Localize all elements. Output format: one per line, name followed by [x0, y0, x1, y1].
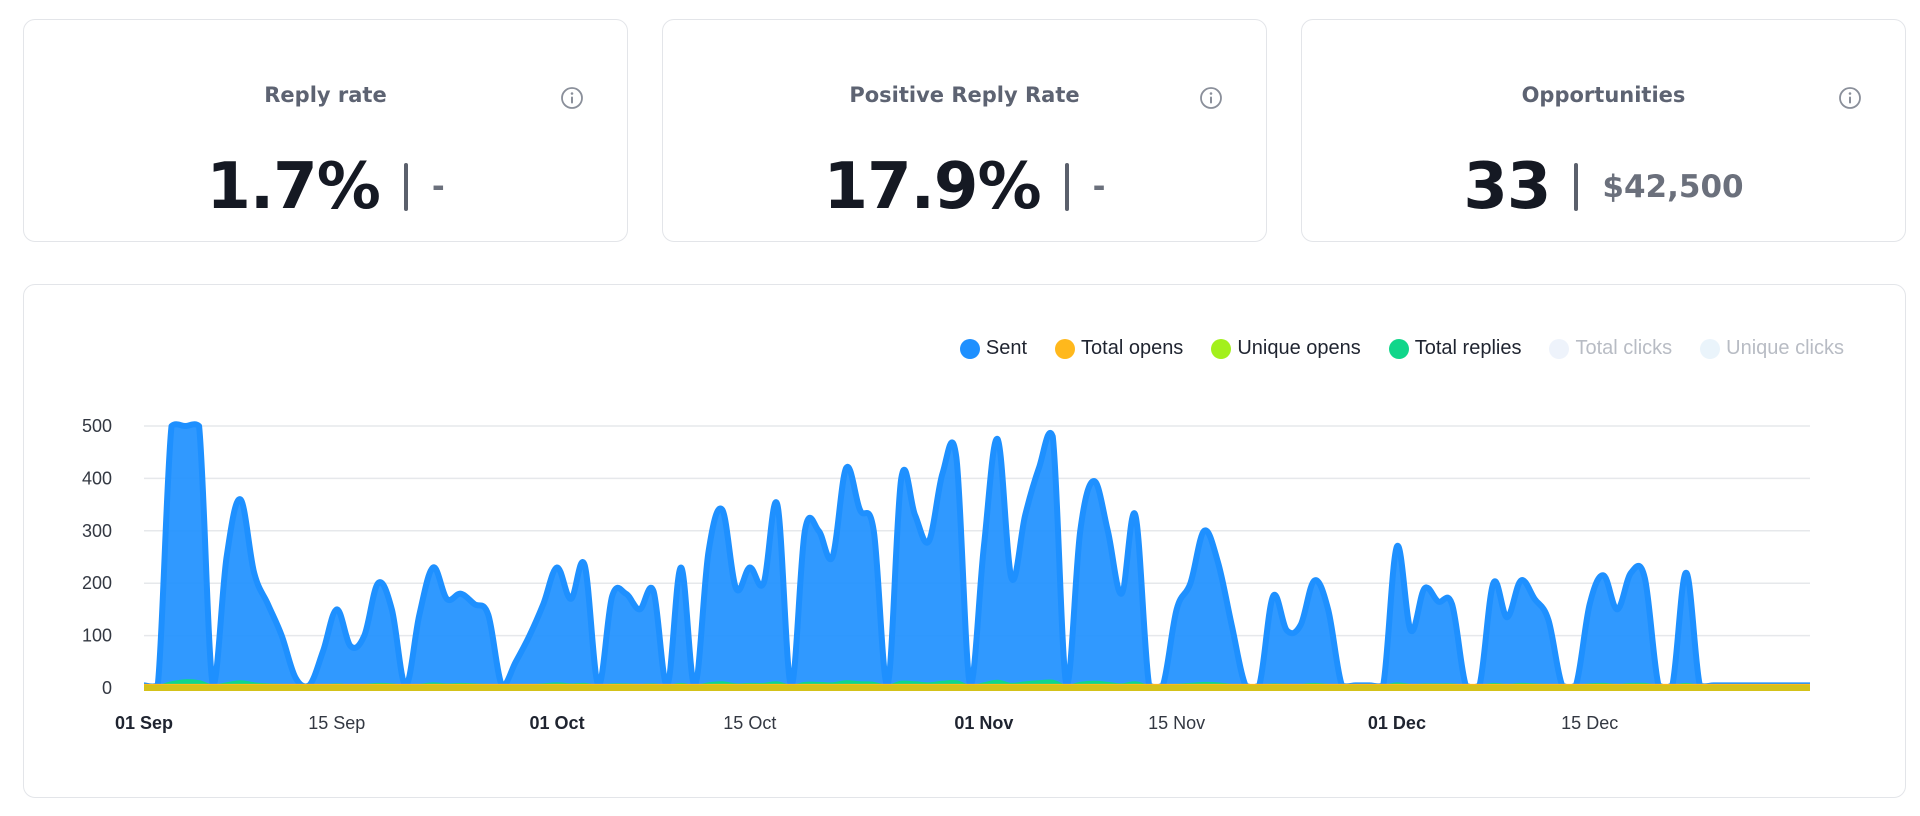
value-separator: [403, 163, 408, 211]
legend-swatch: [1055, 338, 1076, 359]
stat-secondary-value: -: [431, 169, 445, 205]
legend-swatch: [1549, 338, 1570, 359]
y-tick-label: 100: [82, 626, 112, 646]
stat-card-reply-rate: Reply rate 1.7% -: [23, 19, 628, 242]
legend-item-total-replies[interactable]: Total replies: [1388, 337, 1522, 360]
x-tick-label: 15 Oct: [723, 713, 776, 733]
legend-swatch: [959, 338, 980, 359]
legend-item-unique-clicks[interactable]: Unique clicks: [1700, 337, 1844, 360]
stat-card-opportunities: Opportunities 33 $42,500: [1301, 19, 1906, 242]
info-icon[interactable]: [1838, 86, 1862, 110]
legend-label: Total clicks: [1575, 337, 1673, 359]
card-value-row: 33 $42,500: [1302, 150, 1905, 224]
stat-card-positive-reply-rate: Positive Reply Rate 17.9% -: [662, 19, 1267, 242]
legend-label: Unique opens: [1237, 337, 1361, 359]
stat-secondary-value: $42,500: [1602, 169, 1744, 205]
info-icon[interactable]: [560, 86, 584, 110]
stat-value: 17.9%: [823, 150, 1042, 224]
legend-label: Sent: [985, 337, 1028, 359]
card-title: Positive Reply Rate: [849, 83, 1080, 107]
value-separator: [1064, 163, 1069, 211]
legend-item-total-clicks[interactable]: Total clicks: [1549, 337, 1672, 360]
legend-item-sent[interactable]: Sent: [959, 337, 1028, 360]
x-tick-label: 15 Nov: [1148, 713, 1205, 733]
y-tick-label: 500: [82, 416, 112, 436]
y-tick-label: 300: [82, 521, 112, 541]
analytics-chart-card: [23, 284, 1906, 798]
y-tick-label: 400: [82, 468, 112, 488]
x-tick-label: 01 Sep: [115, 713, 173, 733]
card-title: Reply rate: [264, 83, 387, 107]
stat-value: 33: [1463, 150, 1551, 224]
legend-swatch: [1388, 338, 1409, 359]
y-tick-label: 0: [102, 678, 112, 698]
x-tick-label: 15 Dec: [1561, 713, 1618, 733]
legend-item-total-opens[interactable]: Total opens: [1055, 337, 1183, 360]
legend-swatch: [1211, 338, 1232, 359]
legend-swatch: [1700, 338, 1721, 359]
legend-item-unique-opens[interactable]: Unique opens: [1211, 337, 1361, 360]
series-line: [143, 421, 1810, 691]
chart-legend: Sent Total opens Unique opens Total repl…: [959, 337, 1844, 360]
card-title: Opportunities: [1521, 83, 1686, 107]
x-tick-label: 01 Nov: [954, 713, 1013, 733]
card-value-row: 17.9% -: [663, 150, 1266, 224]
series-sent: [143, 421, 1810, 691]
series-area: [144, 424, 1810, 688]
legend-label: Total replies: [1414, 337, 1522, 359]
card-value-row: 1.7% -: [24, 150, 627, 224]
value-separator: [1574, 163, 1579, 211]
legend-label: Unique clicks: [1726, 337, 1844, 359]
y-tick-label: 200: [82, 573, 112, 593]
x-tick-label: 01 Oct: [530, 713, 585, 733]
stat-secondary-value: -: [1092, 169, 1106, 205]
info-icon[interactable]: [1199, 86, 1223, 110]
legend-label: Total opens: [1081, 337, 1184, 359]
x-tick-label: 15 Sep: [308, 713, 365, 733]
x-tick-label: 01 Dec: [1368, 713, 1426, 733]
stat-value: 1.7%: [206, 150, 380, 224]
